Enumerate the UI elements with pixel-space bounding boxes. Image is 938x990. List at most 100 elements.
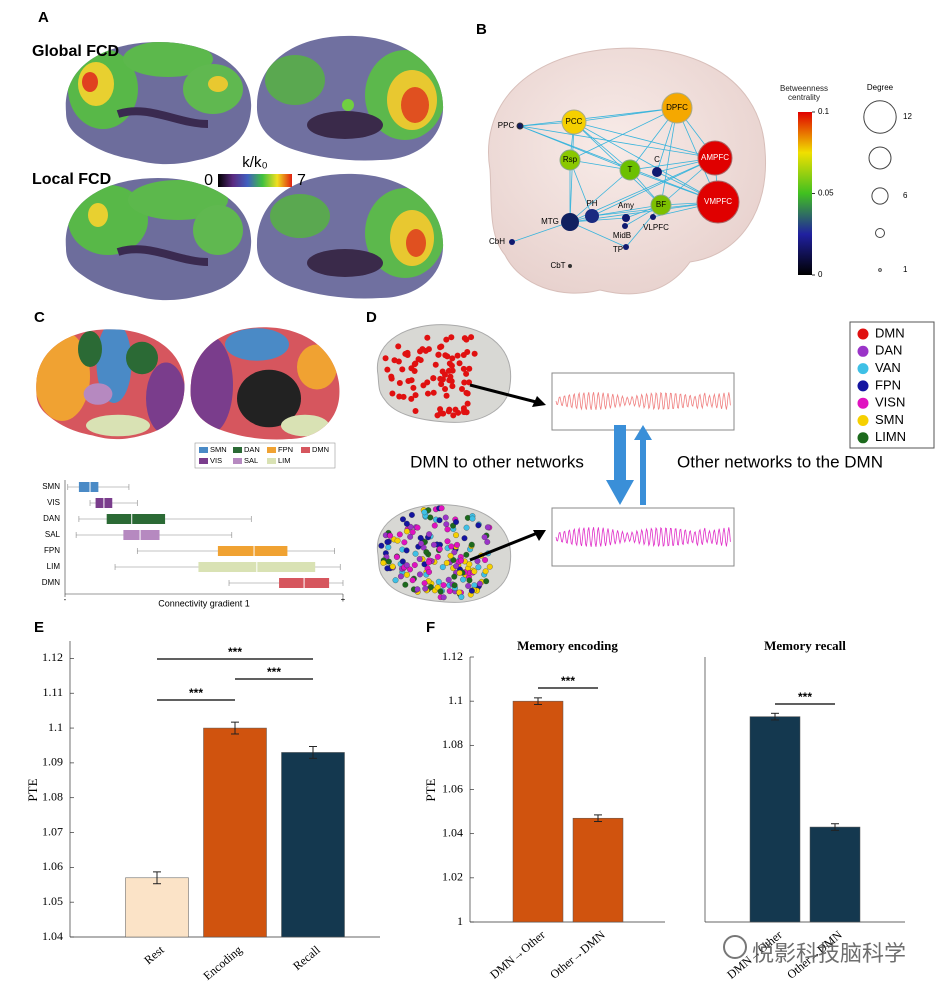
- node-label: VLPFC: [643, 223, 669, 232]
- panel-letter: E: [34, 619, 44, 636]
- dot: [434, 553, 441, 560]
- dot: [401, 539, 408, 546]
- box: [106, 514, 166, 524]
- dot: [486, 563, 493, 570]
- dot: [481, 534, 488, 541]
- dot: [395, 358, 402, 365]
- dot: [409, 529, 416, 536]
- dot: [453, 563, 460, 570]
- dot: [399, 366, 406, 373]
- dot: [400, 516, 406, 523]
- dot: [468, 334, 475, 341]
- node-label: BF: [656, 200, 666, 209]
- node: [568, 264, 572, 268]
- colorbar-tick-label: 0: [204, 172, 213, 189]
- y-tick-label: FPN: [44, 546, 60, 555]
- dot: [385, 558, 392, 565]
- dot: [421, 509, 428, 516]
- map-label: Global FCD: [32, 43, 119, 60]
- dot: [482, 557, 489, 563]
- y-tick-label: 1.05: [42, 894, 63, 908]
- legend-label: VISN: [875, 395, 905, 410]
- edge: [573, 121, 716, 159]
- dot: [461, 535, 468, 542]
- legend-marker: [857, 345, 869, 357]
- dot: [466, 561, 473, 568]
- dot: [471, 350, 478, 357]
- dot: [389, 390, 396, 397]
- dot: [442, 386, 449, 393]
- dot: [460, 576, 467, 583]
- brain-parcellation: [190, 327, 340, 440]
- region-dots: [378, 334, 493, 601]
- legend-swatch: [233, 458, 242, 464]
- x-axis-label: Connectivity gradient 1: [158, 598, 250, 608]
- dot: [405, 378, 412, 385]
- signal: [555, 526, 731, 548]
- dot: [419, 346, 426, 353]
- dot: [438, 381, 445, 388]
- dot: [439, 564, 446, 571]
- significance-label: ***: [561, 674, 575, 688]
- dot: [410, 384, 417, 391]
- dot: [392, 577, 399, 584]
- box: [217, 546, 288, 556]
- dot: [456, 569, 463, 576]
- legend-swatch: [267, 447, 276, 453]
- dot: [449, 355, 456, 362]
- node: [650, 194, 672, 216]
- legend-marker: [857, 397, 869, 409]
- node: [650, 214, 656, 220]
- dot: [387, 532, 393, 539]
- legend-circle: [868, 146, 892, 170]
- chart-title: Memory encoding: [517, 638, 618, 653]
- bar: [203, 727, 267, 938]
- node-label: CbH: [489, 237, 505, 246]
- node-label: TP: [613, 245, 623, 254]
- colorbar-tick-label: 0.05: [818, 189, 834, 198]
- dot: [424, 390, 431, 397]
- panel-letter: B: [476, 21, 487, 38]
- colorbar-tick-label: 0.1: [818, 107, 830, 116]
- dot: [395, 343, 402, 350]
- legend-label: SMN: [210, 445, 227, 454]
- dot: [393, 554, 400, 560]
- dot: [448, 362, 455, 369]
- dot: [448, 334, 455, 341]
- dot: [458, 385, 465, 392]
- dot: [468, 587, 475, 594]
- legend-circle: [863, 100, 897, 134]
- bar: [512, 700, 564, 923]
- network: PPC PCC DPFC Rsp T C AMPFC PH Amy BF VMP…: [489, 92, 740, 270]
- dot: [408, 365, 415, 372]
- y-tick-label: VIS: [47, 498, 60, 507]
- legend-label: 12: [903, 112, 912, 121]
- legend-label: 1: [903, 265, 908, 274]
- dot: [469, 515, 476, 522]
- dot: [446, 588, 453, 595]
- dot: [454, 541, 460, 548]
- x-tick-label: -: [64, 595, 67, 604]
- dot: [438, 343, 445, 350]
- node-label: VMPFC: [704, 197, 732, 206]
- legend-marker: [857, 380, 869, 392]
- node-label: AMPFC: [701, 153, 729, 162]
- legend-label: VAN: [875, 360, 901, 375]
- edge: [569, 221, 627, 248]
- x-tick-label: Recall: [290, 942, 323, 973]
- edge: [569, 169, 631, 223]
- map-label: Local FCD: [32, 171, 111, 188]
- legend-circle: [871, 187, 889, 205]
- y-axis-label: PTE: [25, 778, 40, 801]
- legend-label: SAL: [244, 456, 258, 465]
- dot: [443, 521, 450, 528]
- dot: [443, 336, 450, 343]
- dot: [418, 540, 425, 547]
- legend-marker: [857, 415, 869, 426]
- panel-letter: A: [38, 9, 49, 26]
- dot: [440, 594, 447, 601]
- dot: [411, 562, 418, 568]
- y-tick-label: 1.08: [42, 789, 63, 803]
- x-tick-label: Rest: [141, 942, 167, 967]
- dot: [439, 368, 446, 375]
